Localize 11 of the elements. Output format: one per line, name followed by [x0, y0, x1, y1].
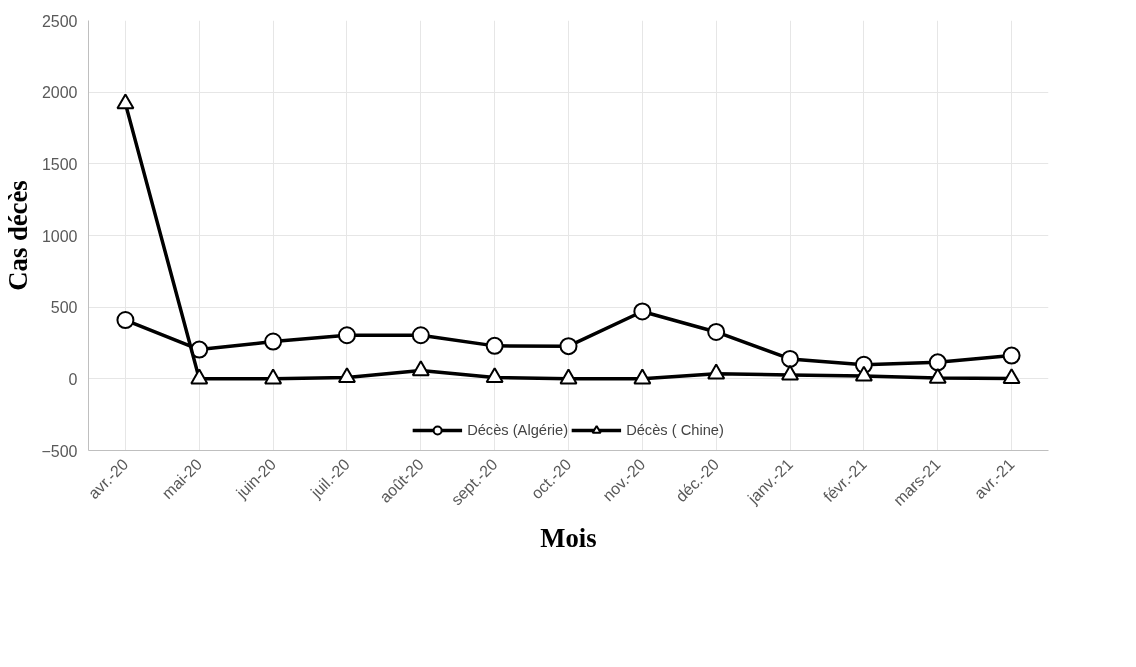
y-tick-label: 2000 — [41, 84, 78, 102]
legend-label: Décès (Algérie) — [467, 422, 569, 438]
y-tick-label: −500 — [41, 442, 78, 460]
y-tick-label: 0 — [68, 370, 78, 388]
y-axis-title: Cas décès — [3, 180, 34, 291]
y-tick-label: 500 — [50, 299, 78, 317]
legend-label: Décès ( Chine) — [626, 422, 724, 438]
x-axis-title: Mois — [540, 523, 597, 553]
y-tick-label: 2500 — [41, 12, 78, 30]
y-tick-label: 1500 — [41, 155, 78, 173]
y-tick-label: 1000 — [41, 227, 78, 245]
